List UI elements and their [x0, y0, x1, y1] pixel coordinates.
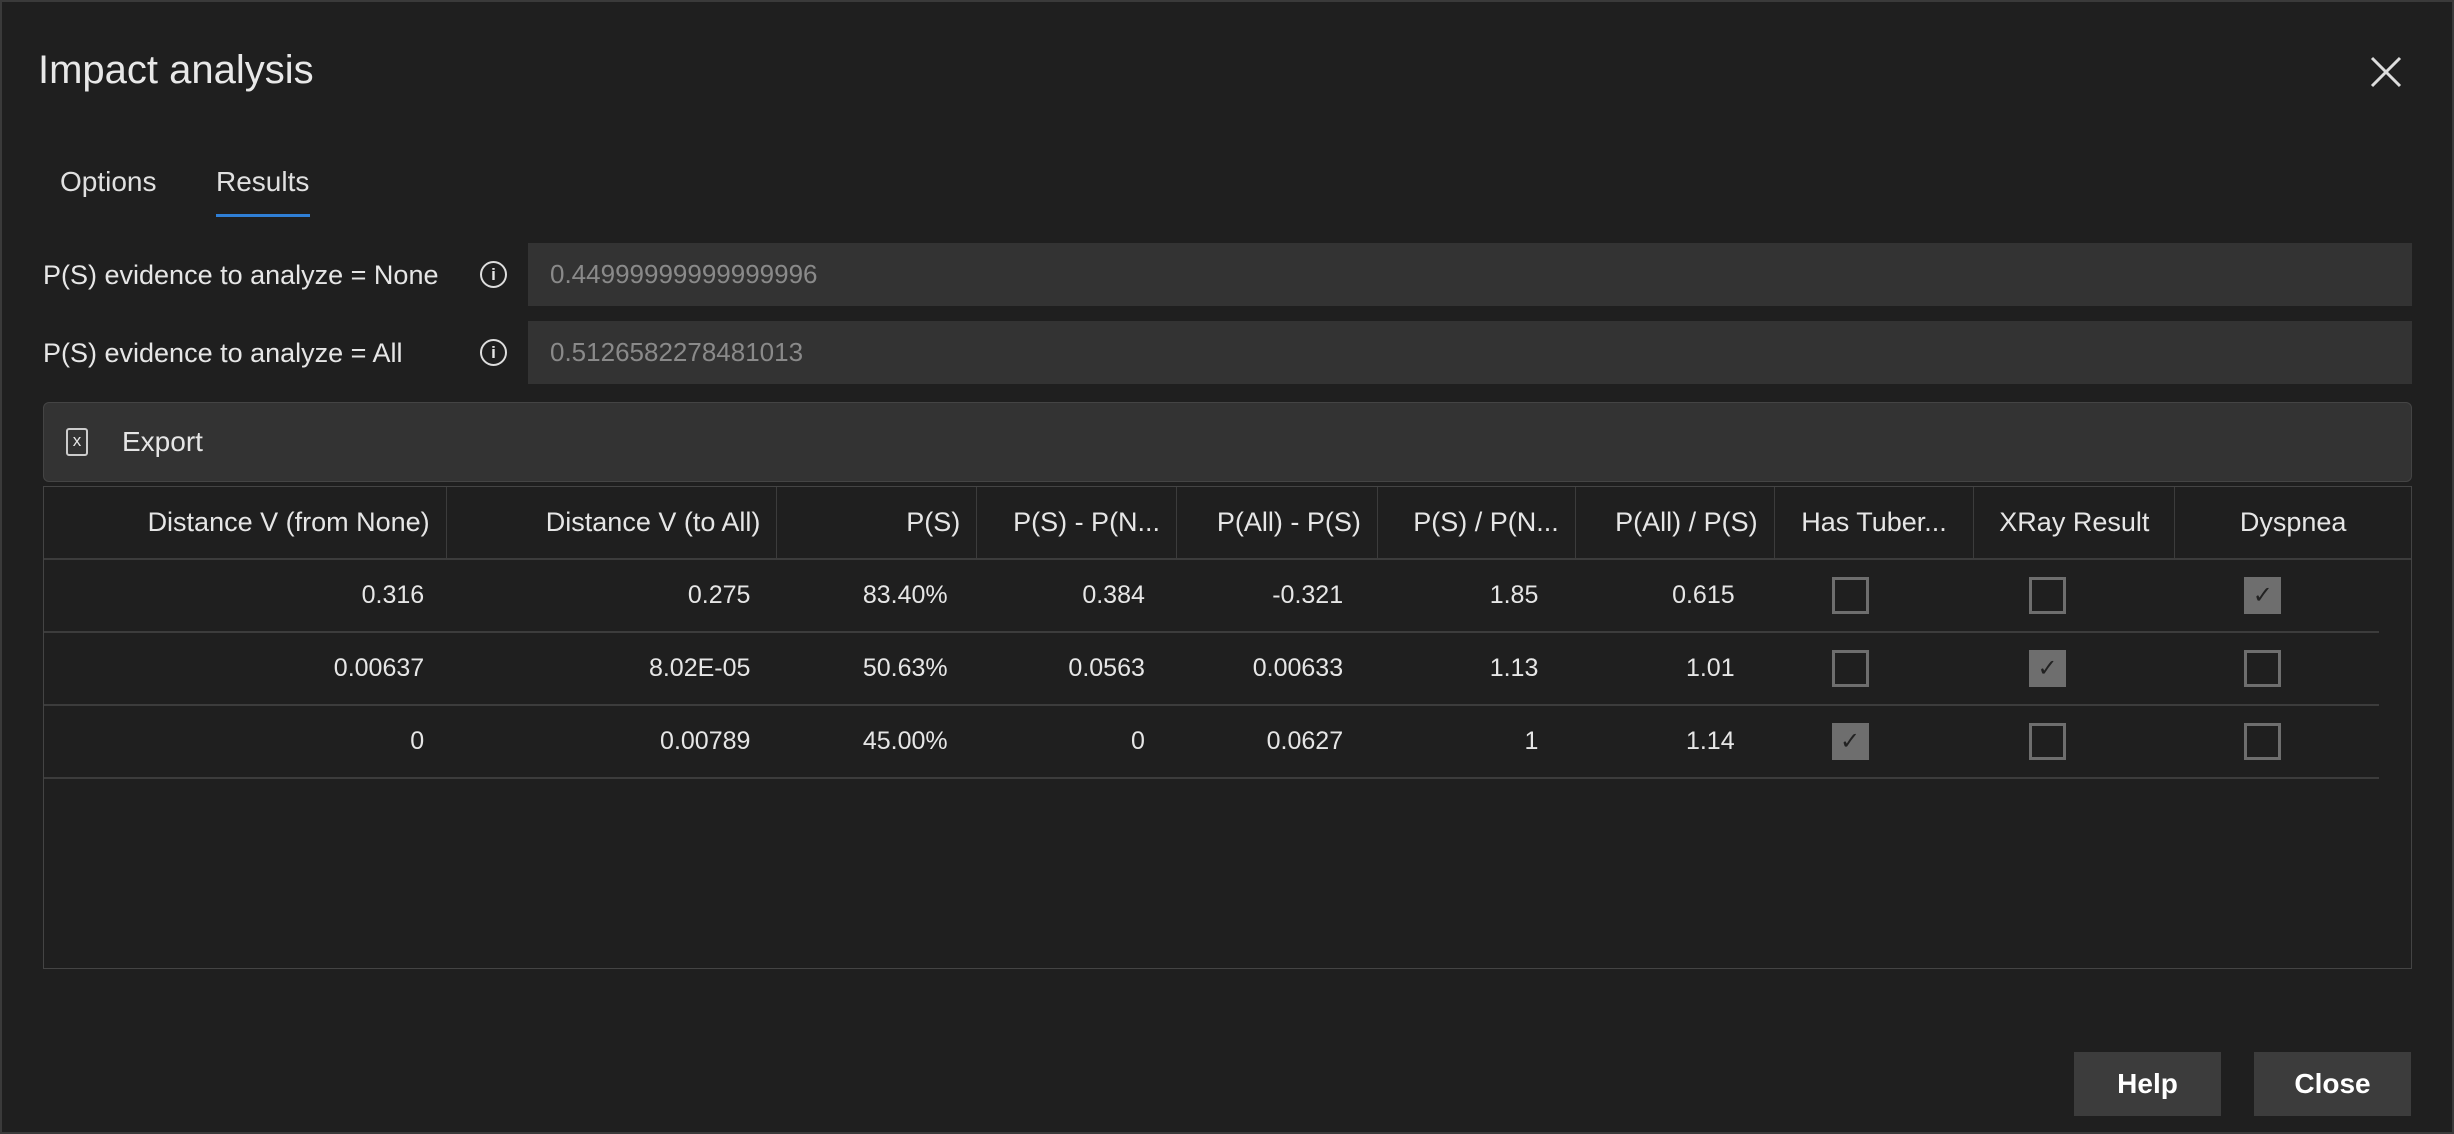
checkbox[interactable]	[1831, 650, 1869, 687]
field-label-all: P(S) evidence to analyze = All	[43, 338, 403, 368]
table-cell: 0	[410, 727, 425, 755]
table-cell: 45.00%	[862, 727, 948, 755]
field-label-none: P(S) evidence to analyze = None	[43, 260, 439, 290]
table-cell	[1752, 560, 1949, 631]
table-cell: ✓	[1752, 706, 1949, 777]
table-cell	[1949, 706, 2147, 777]
table-cell: 0.316	[361, 581, 425, 609]
active-tab-indicator	[216, 214, 310, 217]
table-cell: 1.85	[1489, 581, 1539, 609]
table-cell: 8.02E-05	[648, 654, 751, 682]
export-button[interactable]: x Export	[43, 402, 2412, 482]
table-cell: 0.00789	[660, 727, 751, 755]
checkbox[interactable]	[2029, 723, 2067, 760]
column-header[interactable]: Dyspnea	[2239, 507, 2347, 537]
dialog-title: Impact analysis	[38, 48, 314, 92]
table-cell	[2147, 706, 2379, 777]
table-cell: 0.384	[1082, 581, 1145, 609]
close-button[interactable]: Close	[2254, 1052, 2411, 1116]
table-cell	[2147, 633, 2379, 704]
column-header[interactable]: P(All) - P(S)	[1177, 487, 1378, 558]
table-row[interactable]: 0 0.00789 45.00% 0 0.0627 1 1.14 ✓	[44, 706, 2379, 779]
table-header: Distance V (from None) Distance V (to All…	[44, 487, 2411, 560]
tab-results[interactable]: Results	[216, 166, 310, 197]
checkbox[interactable]	[2029, 577, 2067, 614]
table-cell: 0	[1130, 727, 1145, 755]
help-button[interactable]: Help	[2074, 1052, 2221, 1116]
checkbox[interactable]: ✓	[2244, 577, 2282, 614]
export-label: Export	[122, 426, 203, 457]
excel-file-icon: x	[66, 428, 88, 456]
checkbox[interactable]	[1831, 577, 1869, 614]
table-row[interactable]: 0.316 0.275 83.40% 0.384 -0.321 1.85 0.615 ✓	[44, 560, 2379, 633]
info-icon[interactable]: i	[480, 339, 507, 366]
table-cell: 0.275	[687, 581, 751, 609]
table-cell	[1752, 633, 1949, 704]
column-header[interactable]: Has Tuber...	[1775, 487, 1975, 558]
table-cell	[1949, 560, 2147, 631]
close-icon[interactable]	[2364, 50, 2408, 94]
table-cell: 0.0563	[1068, 654, 1145, 682]
table-cell: 0.615	[1672, 581, 1735, 609]
column-header[interactable]: P(S) - P(N...	[977, 487, 1178, 558]
checkbox[interactable]	[2244, 650, 2282, 687]
column-header[interactable]: Distance V (from None)	[44, 487, 447, 558]
table-cell: 83.40%	[862, 581, 948, 609]
info-icon[interactable]: i	[480, 261, 507, 288]
table-cell: 1.01	[1685, 654, 1735, 682]
table-cell: 1.13	[1489, 654, 1539, 682]
table-cell: ✓	[1949, 633, 2147, 704]
table-row[interactable]: 0.00637 8.02E-05 50.63% 0.0563 0.00633 1.13 1.…	[44, 633, 2379, 706]
table-cell: ✓	[2147, 560, 2379, 631]
table-cell: 1.14	[1685, 727, 1735, 755]
p-s-all-input[interactable]: 0.5126582278481013	[528, 321, 2412, 384]
table-cell: -0.321	[1272, 581, 1344, 609]
table-cell: 1	[1524, 727, 1539, 755]
table-cell: 0.00633	[1252, 654, 1344, 682]
table-cell: 0.00637	[333, 654, 425, 682]
column-header[interactable]: P(S) / P(N...	[1378, 487, 1576, 558]
column-header[interactable]: Distance V (to All)	[447, 487, 778, 558]
column-header[interactable]: P(S)	[777, 487, 978, 558]
p-s-none-input[interactable]: 0.44999999999999996	[528, 243, 2412, 306]
results-table: Distance V (from None) Distance V (to All…	[43, 486, 2412, 969]
table-cell: 0.0627	[1266, 727, 1344, 755]
column-header[interactable]: P(All) / P(S)	[1576, 487, 1775, 558]
tab-options[interactable]: Options	[60, 166, 157, 197]
checkbox[interactable]: ✓	[1831, 723, 1869, 760]
table-cell: 50.63%	[862, 654, 948, 682]
column-header[interactable]: XRay Result	[1974, 487, 2176, 558]
checkbox[interactable]	[2244, 723, 2282, 760]
checkbox[interactable]: ✓	[2029, 650, 2067, 687]
